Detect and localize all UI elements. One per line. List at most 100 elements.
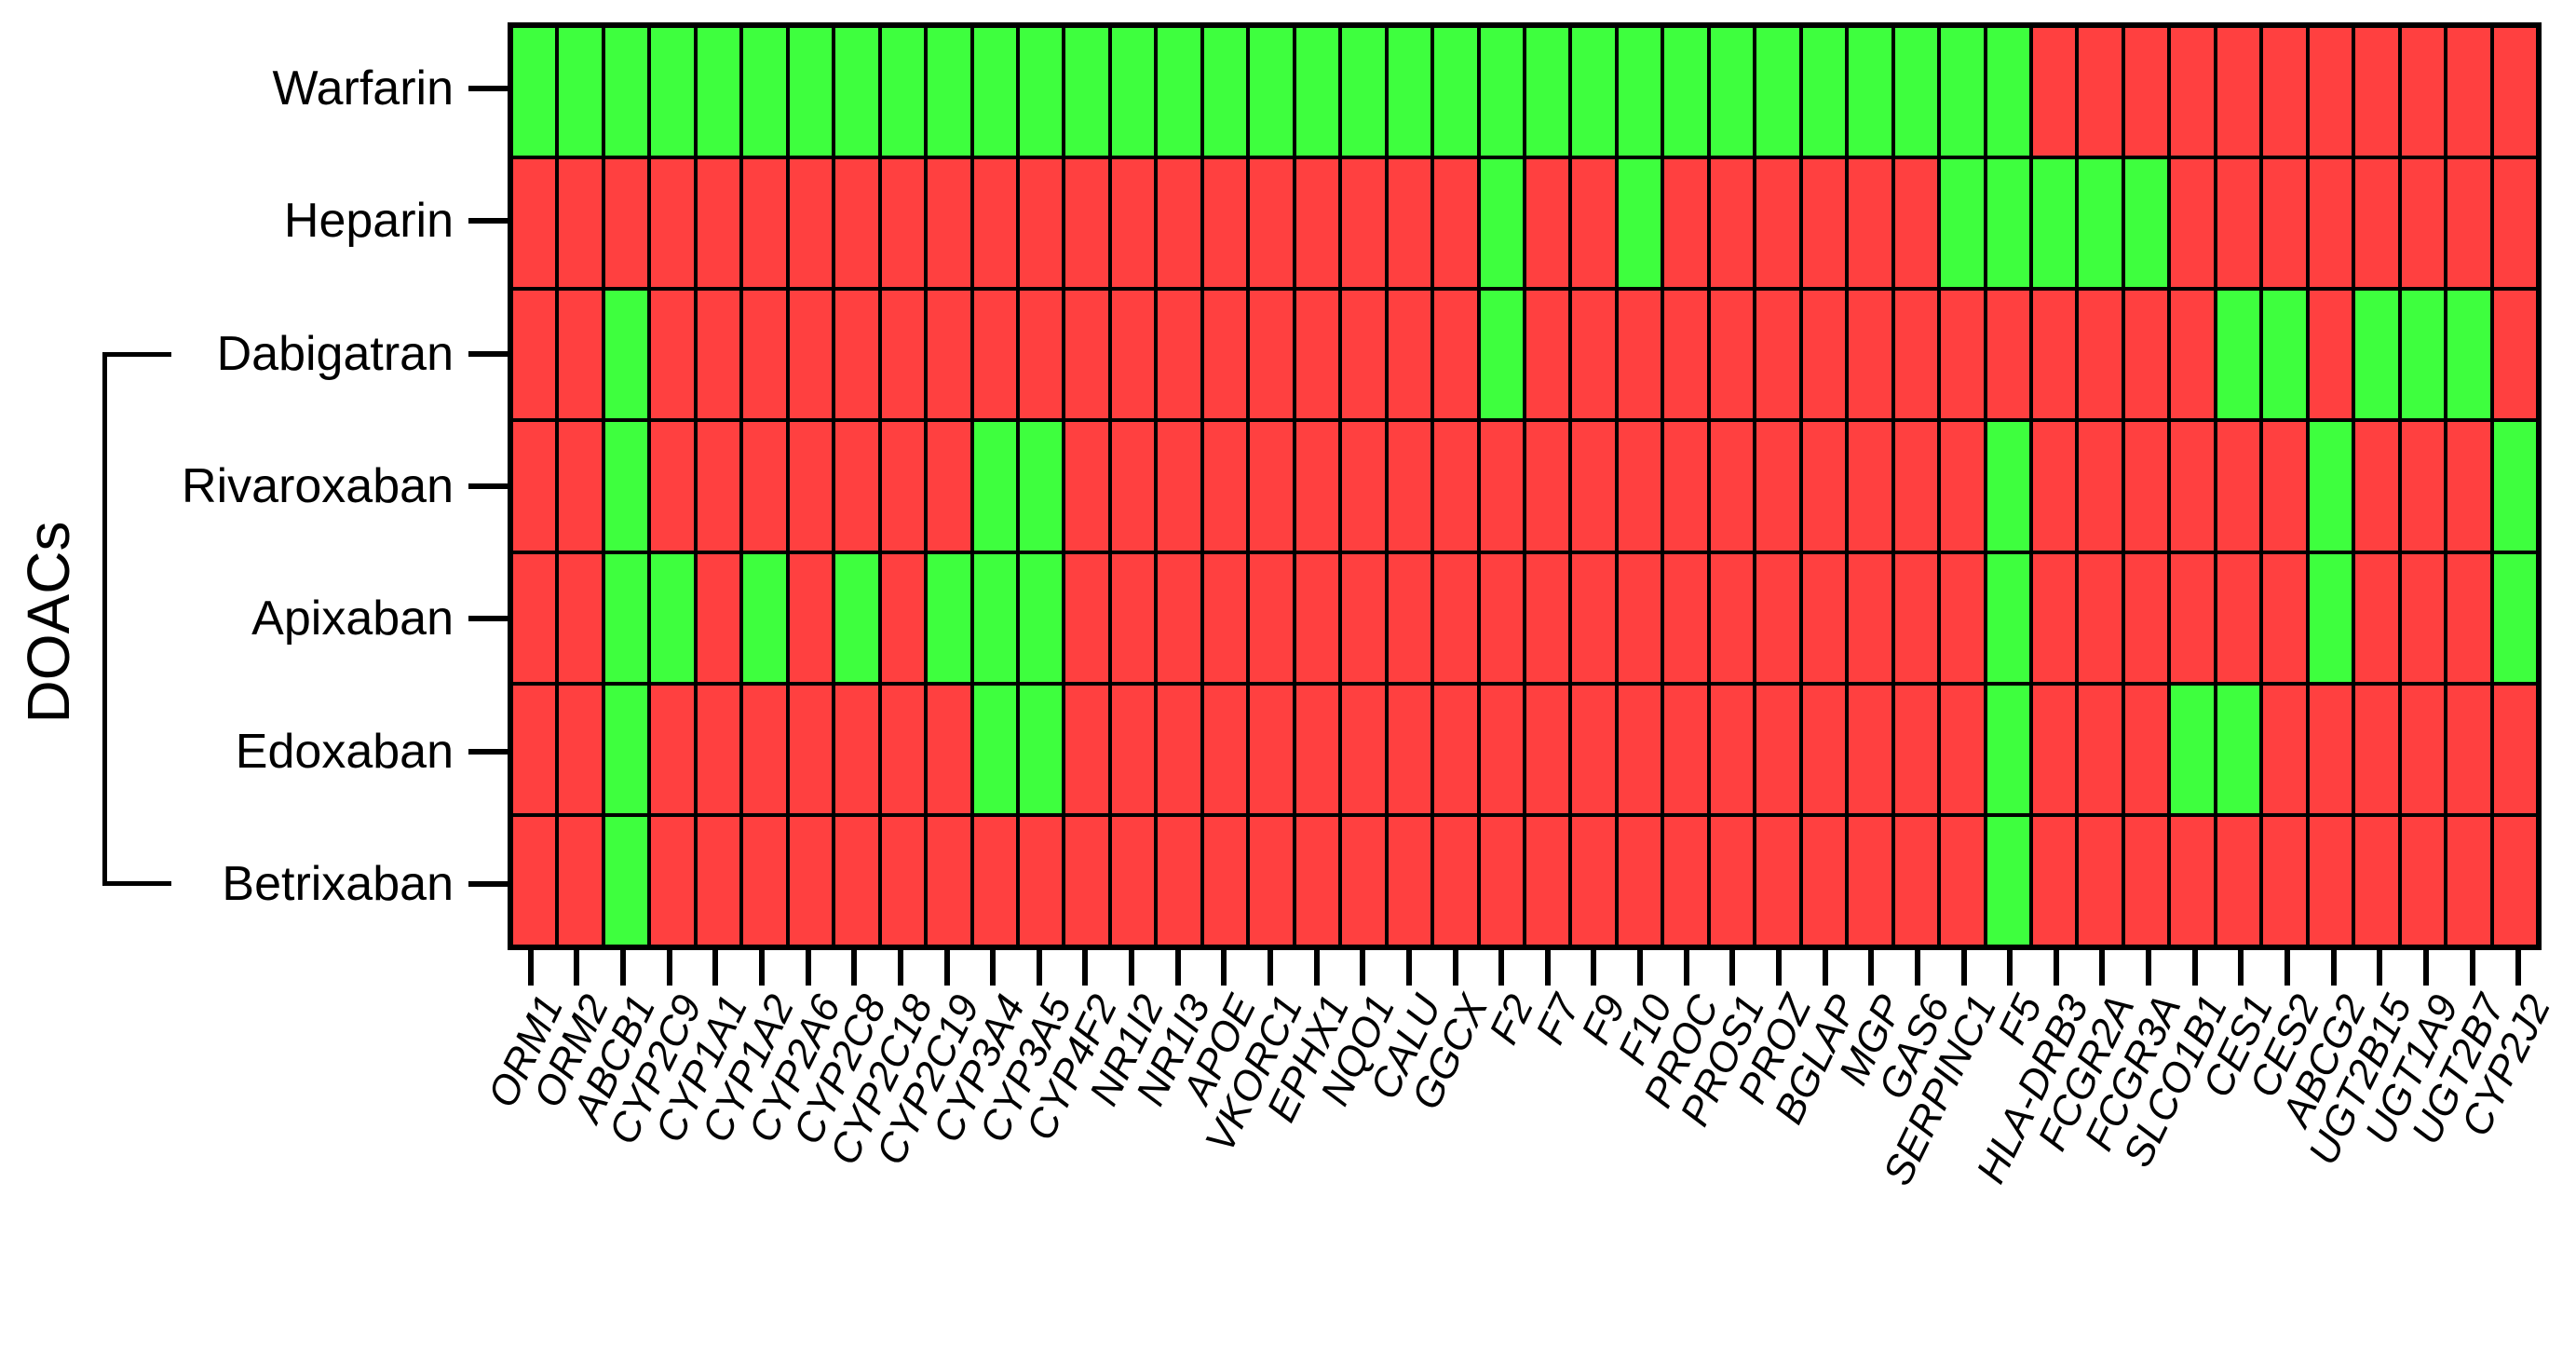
heatmap-cell xyxy=(973,159,1016,288)
heatmap-cell xyxy=(2217,291,2260,419)
heatmap-cell xyxy=(1894,28,1938,156)
x-tick-mark xyxy=(1776,950,1782,986)
heatmap-cell xyxy=(1710,685,1754,813)
heatmap-cell xyxy=(2079,159,2122,288)
heatmap-cell xyxy=(743,553,786,682)
row-label-betrixaban: Betrixaban xyxy=(222,856,454,911)
heatmap-cell xyxy=(1388,291,1431,419)
heatmap-cell xyxy=(1250,816,1293,945)
heatmap-cell xyxy=(1434,28,1477,156)
heatmap-cell xyxy=(1756,291,1799,419)
heatmap-cell xyxy=(1710,422,1754,551)
x-tick-mark xyxy=(2146,950,2152,986)
heatmap-cell xyxy=(1572,553,1615,682)
heatmap-cell xyxy=(1111,28,1155,156)
heatmap-cell xyxy=(559,159,602,288)
heatmap-cell xyxy=(604,816,648,945)
heatmap-cell xyxy=(835,816,878,945)
heatmap-cell xyxy=(1941,685,1984,813)
heatmap-cell xyxy=(2171,28,2214,156)
heatmap-cell xyxy=(2032,291,2076,419)
heatmap-cell xyxy=(2401,159,2445,288)
heatmap-cell xyxy=(651,553,694,682)
heatmap-cell xyxy=(1203,159,1247,288)
heatmap-cell xyxy=(1849,159,1891,288)
heatmap-cell xyxy=(1710,553,1754,682)
heatmap-cell xyxy=(1065,159,1108,288)
heatmap-cell xyxy=(1756,553,1799,682)
heatmap-cell xyxy=(1158,291,1200,419)
heatmap-cell xyxy=(1756,422,1799,551)
x-tick-mark xyxy=(1729,950,1736,986)
heatmap-cell xyxy=(1342,816,1385,945)
heatmap-cell xyxy=(1388,422,1431,551)
doacs-bracket-vertical-line xyxy=(102,352,107,886)
heatmap-cell xyxy=(513,28,556,156)
heatmap-cell xyxy=(2493,816,2536,945)
heatmap-cell xyxy=(1894,685,1938,813)
heatmap-cell xyxy=(1941,291,1984,419)
x-tick-mark xyxy=(2007,950,2013,986)
heatmap-cell xyxy=(1480,28,1523,156)
heatmap-cell xyxy=(513,422,556,551)
heatmap-cell xyxy=(1158,422,1200,551)
heatmap-cell xyxy=(1664,28,1707,156)
heatmap-cell xyxy=(1203,291,1247,419)
x-tick-mark xyxy=(2469,950,2475,986)
x-tick-mark xyxy=(2515,950,2522,986)
x-tick-mark xyxy=(620,950,627,986)
heatmap-cell xyxy=(697,816,740,945)
heatmap-cell xyxy=(789,816,833,945)
heatmap-cell xyxy=(1250,685,1293,813)
heatmap-cell xyxy=(2401,685,2445,813)
heatmap-cell xyxy=(1941,553,1984,682)
heatmap-cell xyxy=(928,553,970,682)
heatmap-cell xyxy=(2447,685,2490,813)
heatmap-cell xyxy=(1894,159,1938,288)
x-tick-mark xyxy=(574,950,580,986)
heatmap-cell xyxy=(1664,291,1707,419)
heatmap-cell xyxy=(2124,28,2168,156)
heatmap-cell xyxy=(2217,685,2260,813)
x-tick-mark xyxy=(712,950,719,986)
heatmap-cell xyxy=(697,553,740,682)
heatmap-cell xyxy=(2355,28,2398,156)
heatmap-cell xyxy=(1203,685,1247,813)
x-tick-mark xyxy=(1544,950,1551,986)
heatmap-cell xyxy=(2079,553,2122,682)
heatmap-cell xyxy=(2079,816,2122,945)
heatmap-cell xyxy=(2079,422,2122,551)
heatmap-cell xyxy=(973,816,1016,945)
heatmap-cell xyxy=(973,553,1016,682)
row-labels: Warfarin Heparin Dabigatran Rivaroxaban Apix… xyxy=(0,22,463,950)
heatmap-cell xyxy=(1710,291,1754,419)
heatmap-cell xyxy=(2032,685,2076,813)
heatmap-cell xyxy=(1295,291,1339,419)
heatmap-cell xyxy=(2447,816,2490,945)
heatmap-cell xyxy=(1342,291,1385,419)
heatmap-cell xyxy=(1388,685,1431,813)
heatmap-cell xyxy=(2493,159,2536,288)
x-tick-mark xyxy=(666,950,672,986)
heatmap-cell xyxy=(1664,422,1707,551)
heatmap-cell xyxy=(1894,291,1938,419)
heatmap-cell xyxy=(881,159,925,288)
heatmap-cell xyxy=(651,422,694,551)
heatmap-cell xyxy=(559,685,602,813)
heatmap-cell xyxy=(881,422,925,551)
heatmap-cell xyxy=(1111,291,1155,419)
heatmap-cell xyxy=(1986,28,2029,156)
heatmap-cell xyxy=(2217,28,2260,156)
heatmap-cell xyxy=(1802,28,1846,156)
heatmap-cell xyxy=(1158,553,1200,682)
heatmap-cell xyxy=(2217,422,2260,551)
heatmap-cell xyxy=(604,685,648,813)
heatmap-cell xyxy=(2217,816,2260,945)
heatmap-cell xyxy=(2401,422,2445,551)
x-tick-mark xyxy=(1868,950,1875,986)
heatmap-cell xyxy=(1802,553,1846,682)
heatmap-cell xyxy=(2263,422,2306,551)
heatmap-cell xyxy=(1986,816,2029,945)
heatmap-cell xyxy=(1065,422,1108,551)
heatmap-cell xyxy=(2447,422,2490,551)
